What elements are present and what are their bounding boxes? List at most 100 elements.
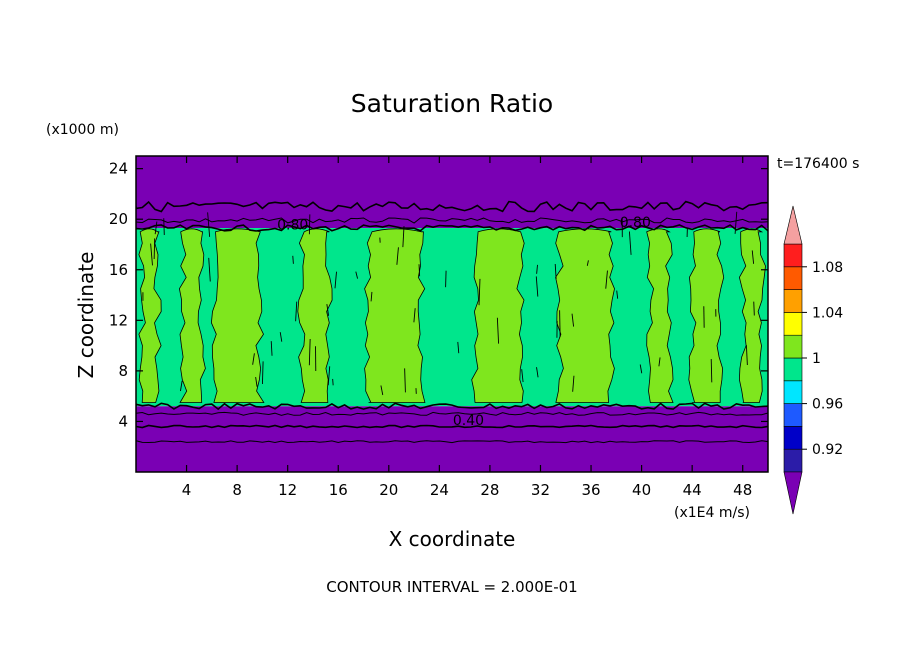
contour-line-upper-1 bbox=[136, 217, 768, 224]
x-tick-label: 28 bbox=[480, 481, 499, 499]
colorbar: 1.08 1.04 1 0.96 0.92 bbox=[783, 205, 843, 515]
moist-column-7 bbox=[646, 228, 674, 403]
contour-streak bbox=[418, 264, 421, 277]
contour-field bbox=[136, 156, 768, 472]
contour-line-lower-1 bbox=[136, 411, 768, 416]
x-tick-label: 12 bbox=[278, 481, 297, 499]
contour-streak bbox=[413, 308, 416, 323]
contour-streak bbox=[295, 301, 298, 322]
x-tick-label: 24 bbox=[430, 481, 449, 499]
contour-line-upper-2 bbox=[136, 200, 768, 213]
contour-streak bbox=[586, 260, 589, 266]
contour-streak bbox=[457, 341, 460, 354]
colorbar-label: 0.92 bbox=[812, 442, 843, 458]
colorbar-cell bbox=[783, 312, 803, 336]
contour-streak bbox=[616, 290, 619, 299]
contour-streak bbox=[571, 313, 575, 327]
colorbar-cell bbox=[783, 426, 803, 450]
x-tick-label: 32 bbox=[531, 481, 550, 499]
contour-line-lower-2 bbox=[136, 424, 768, 429]
moist-column-6 bbox=[555, 228, 615, 403]
x-axis-label: X coordinate bbox=[389, 527, 516, 551]
y-tick-label: 4 bbox=[118, 412, 128, 430]
colorbar-cell bbox=[783, 357, 803, 382]
contour-streak bbox=[261, 361, 264, 384]
plot-area: 0.80 0.80 0.40 bbox=[136, 156, 768, 472]
contour-streak bbox=[605, 270, 608, 289]
colorbar-cell bbox=[783, 448, 803, 473]
contour-streak bbox=[163, 218, 165, 236]
y-tick-label: 16 bbox=[109, 261, 128, 279]
contour-streak bbox=[572, 375, 575, 392]
moist-column-5 bbox=[471, 228, 525, 403]
x-tick-label: 4 bbox=[182, 481, 192, 499]
colorbar-cell bbox=[783, 289, 803, 313]
contour-streak bbox=[154, 221, 158, 235]
moist-column-1 bbox=[178, 228, 206, 403]
contour-streak bbox=[753, 301, 755, 316]
x-tick-label: 48 bbox=[733, 481, 752, 499]
contour-streak bbox=[396, 247, 399, 265]
contour-streak bbox=[734, 211, 738, 234]
contour-streak bbox=[279, 332, 283, 342]
chart-title: Saturation Ratio bbox=[351, 89, 553, 118]
contour-label: 0.40 bbox=[453, 413, 484, 429]
y-unit-label: (x1000 m) bbox=[46, 122, 119, 138]
layer-2 bbox=[136, 406, 768, 472]
y-tick-label: 12 bbox=[109, 311, 128, 329]
x-tick-label: 16 bbox=[329, 481, 348, 499]
colorbar-cell bbox=[783, 380, 803, 404]
contour-streak bbox=[710, 359, 713, 383]
colorbar-over-arrow bbox=[783, 205, 803, 245]
contour-streak bbox=[327, 366, 331, 386]
colorbar-cell bbox=[783, 266, 803, 290]
x-tick-label: 40 bbox=[632, 481, 651, 499]
colorbar-label: 1 bbox=[812, 351, 821, 367]
y-tick-label: 20 bbox=[109, 210, 128, 228]
contour-streak bbox=[326, 304, 330, 316]
contour-streak bbox=[639, 364, 643, 374]
contour-streak bbox=[332, 378, 334, 386]
contour-streak bbox=[380, 385, 384, 396]
colorbar-cell bbox=[783, 403, 803, 427]
contour-streak bbox=[404, 368, 406, 393]
y-tick-label: 8 bbox=[118, 362, 128, 380]
contour-streak bbox=[535, 276, 539, 297]
contour-streak bbox=[180, 380, 183, 392]
contour-label: 0.80 bbox=[620, 215, 651, 231]
contour-streak bbox=[370, 291, 373, 302]
contour-streak bbox=[536, 264, 538, 274]
contour-streak bbox=[402, 226, 405, 248]
time-label: t=176400 s bbox=[777, 156, 859, 172]
contour-streak bbox=[496, 317, 500, 344]
contour-streak bbox=[270, 341, 273, 356]
contour-streak bbox=[153, 238, 156, 260]
contour-streak bbox=[334, 271, 337, 289]
contour-streak bbox=[252, 353, 255, 365]
colorbar-under-arrow bbox=[783, 471, 803, 515]
x-tick-label: 20 bbox=[379, 481, 398, 499]
contour-streak bbox=[292, 255, 294, 264]
x-unit-label: (x1E4 m/s) bbox=[674, 505, 750, 521]
colorbar-label: 1.04 bbox=[812, 305, 843, 321]
contour-streak bbox=[521, 369, 524, 383]
y-axis-label: Z coordinate bbox=[74, 252, 98, 379]
contour-line-lower-3 bbox=[136, 440, 768, 444]
contour-line-top-boundary bbox=[136, 224, 768, 232]
contour-streak bbox=[745, 345, 748, 366]
moist-column-2 bbox=[210, 228, 265, 403]
moist-column-8 bbox=[688, 228, 725, 403]
colorbar-label: 0.96 bbox=[812, 397, 843, 413]
layer-0 bbox=[136, 156, 768, 229]
plot-frame bbox=[135, 155, 769, 473]
moist-column-0 bbox=[138, 228, 162, 403]
contour-streak bbox=[208, 257, 211, 282]
contour-streak bbox=[308, 338, 311, 366]
moist-column-3 bbox=[297, 228, 333, 403]
x-tick-label: 36 bbox=[581, 481, 600, 499]
contour-streak bbox=[751, 250, 755, 264]
contour-interval-note: CONTOUR INTERVAL = 2.000E-01 bbox=[326, 578, 577, 596]
colorbar-label: 1.08 bbox=[812, 260, 843, 276]
